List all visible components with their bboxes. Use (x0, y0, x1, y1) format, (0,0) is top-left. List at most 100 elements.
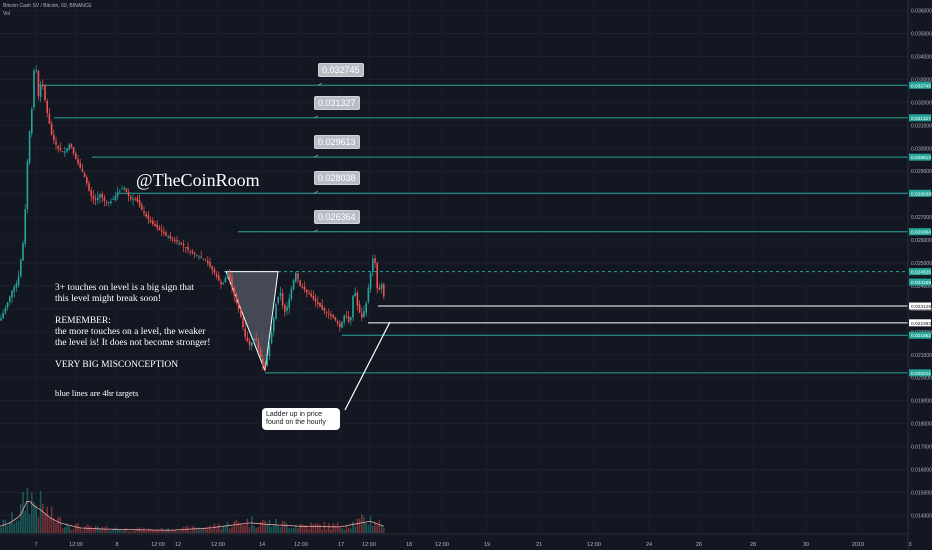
volume-bar (292, 528, 295, 533)
candle-body (180, 242, 183, 245)
callout-box: Ladder up in price found on the hourly (262, 408, 340, 430)
volume-bar (176, 531, 178, 533)
volume-bar (358, 518, 361, 533)
volume-bar (365, 522, 367, 533)
candle-body (182, 244, 185, 247)
candle-body (108, 202, 110, 204)
volume-bar (97, 526, 99, 533)
volume-bar (15, 520, 18, 533)
volume-bar (88, 525, 90, 533)
y-tick-label: 0.017000 (911, 445, 932, 451)
candle-body (229, 273, 231, 280)
volume-bar (152, 530, 154, 533)
volume-bar (339, 527, 341, 533)
volume-bar (224, 524, 227, 533)
volume-bar (165, 530, 167, 533)
candle-body (61, 151, 64, 152)
volume-bar (328, 523, 330, 533)
note-line (55, 371, 210, 388)
volume-bar (189, 530, 191, 533)
candle-body (88, 183, 90, 191)
volume-bar (59, 516, 62, 533)
candle-body (319, 302, 321, 307)
volume-bar (121, 530, 123, 533)
volume-bar (295, 524, 297, 533)
candle-body (50, 123, 53, 135)
candle-body (369, 272, 372, 289)
candle-body (303, 287, 306, 291)
candle-body (191, 251, 194, 253)
triangle-pattern (225, 271, 279, 372)
volume-bar (380, 524, 383, 533)
volume-bar (178, 531, 180, 533)
x-tick-label: 8 (115, 542, 118, 548)
volume-bar (35, 505, 37, 533)
volume-bar (264, 520, 266, 533)
candle-body (145, 213, 147, 217)
candle-body (134, 198, 136, 200)
candle-body (44, 84, 46, 101)
callout-line (344, 321, 391, 411)
svg-text:0.022393: 0.022393 (911, 321, 931, 327)
volume-bar (156, 529, 158, 533)
y-tick-label: 0.030000 (911, 146, 932, 152)
candle-body (116, 192, 119, 197)
x-tick-label: 12:00 (294, 542, 308, 548)
volume-bar (191, 525, 194, 533)
candle-body (328, 313, 330, 315)
x-tick-label: 18 (406, 542, 412, 548)
candle-body (211, 266, 213, 270)
volume-bar (347, 527, 350, 533)
volume-bar (6, 525, 9, 533)
svg-text:0.021852: 0.021852 (911, 333, 931, 339)
volume-bar (325, 528, 328, 533)
volume-bar (303, 525, 306, 533)
candle-body (171, 238, 174, 240)
svg-text:0.026364: 0.026364 (911, 230, 931, 236)
volume-bar (127, 530, 130, 533)
candle-body (149, 220, 152, 223)
label-pointer (313, 229, 319, 233)
volume-bar (297, 528, 299, 533)
price-tag: 0.023125 (909, 302, 931, 310)
volume-bar (61, 528, 64, 533)
target-label: 0.028038 (314, 171, 360, 186)
note-line: VERY BIG MISCONCEPTION (55, 360, 179, 370)
candle-body (37, 70, 40, 96)
candle-body (110, 201, 112, 204)
candle-body (356, 292, 359, 306)
volume-bar (321, 529, 323, 533)
candle-body (220, 281, 222, 285)
volume-bar (240, 523, 242, 533)
volume-bar (248, 526, 251, 533)
candle-body (20, 259, 22, 277)
volume-bar (33, 501, 35, 533)
volume-bar (361, 514, 363, 533)
candle-body (68, 144, 70, 150)
candle-body (189, 251, 191, 253)
candle-body (270, 331, 273, 344)
candle-body (103, 197, 106, 201)
candle-body (160, 230, 163, 232)
candle-body (321, 305, 323, 310)
svg-text:0.020211: 0.020211 (911, 371, 931, 377)
candle-body (233, 288, 235, 296)
volume-bar (24, 510, 26, 533)
candle-body (224, 278, 227, 283)
price-tag: 0.020211 (909, 369, 931, 377)
candle-body (248, 340, 251, 345)
candle-body (378, 287, 381, 290)
target-label: 0.031327 (314, 95, 360, 110)
candle-body (28, 131, 31, 163)
volume-bar (4, 519, 7, 533)
y-tick-label: 0.018000 (911, 422, 932, 428)
candle-body (268, 344, 271, 357)
volume-bar (66, 523, 68, 533)
candle-body (273, 318, 275, 332)
volume-bar (2, 519, 4, 533)
candle-body (165, 232, 167, 236)
candle-body (169, 235, 172, 238)
label-pointer (313, 154, 319, 158)
